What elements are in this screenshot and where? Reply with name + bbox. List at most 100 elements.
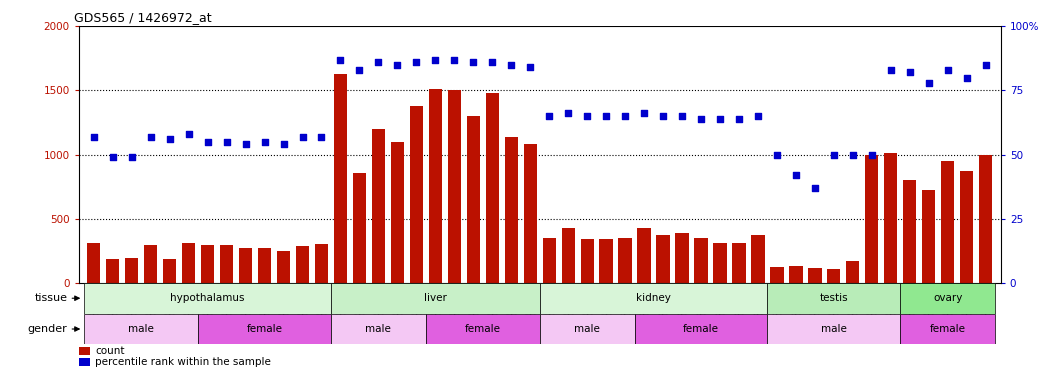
Point [161,136,178,142]
Bar [331,314,425,344]
Point [826,152,843,157]
Bar [353,172,366,283]
Point [484,59,501,65]
Point [636,111,653,117]
Bar [599,239,613,283]
Point [389,62,406,68]
Point [882,67,899,73]
Text: male: male [821,324,847,334]
Bar [900,314,996,344]
Bar [941,161,955,283]
Point [560,111,576,117]
Text: ovary: ovary [933,293,962,303]
Bar [334,74,347,283]
Point [939,67,956,73]
Point [541,113,558,119]
Point [503,62,520,68]
Point [768,152,785,157]
Text: percentile rank within the sample: percentile rank within the sample [95,357,271,368]
Point [674,113,691,119]
Text: male: male [128,324,154,334]
Point [578,113,595,119]
Point [105,154,122,160]
Bar [239,248,253,283]
Point [351,67,368,73]
Text: female: female [246,324,283,334]
Bar [733,243,745,283]
Point [920,80,937,86]
Bar [182,243,195,283]
Text: female: female [465,324,501,334]
Bar [827,269,840,283]
Point [864,152,880,157]
Point [749,113,766,119]
Bar [979,154,992,283]
Text: tissue: tissue [35,293,67,303]
Point [180,131,197,137]
Bar [922,190,936,283]
Bar [505,136,518,283]
Text: kidney: kidney [636,293,671,303]
Bar [163,259,176,283]
Text: testis: testis [820,293,848,303]
Point [597,113,614,119]
Text: female: female [683,324,719,334]
Point [218,139,235,145]
Bar [198,314,331,344]
Bar [372,129,385,283]
Bar [866,154,878,283]
Point [143,134,159,140]
Point [199,139,216,145]
Point [693,116,709,122]
Bar [581,238,594,283]
Bar [637,228,651,283]
Bar [656,235,670,283]
Bar [770,267,784,283]
Bar [695,238,707,283]
Text: gender: gender [28,324,67,334]
Point [978,62,995,68]
Bar [524,144,537,283]
Bar [903,180,916,283]
Point [465,59,482,65]
Bar [425,314,540,344]
Point [124,154,140,160]
Bar [79,347,90,355]
Bar [314,244,328,283]
Bar [106,259,119,283]
Bar [429,89,442,283]
Point [313,134,330,140]
Point [958,75,975,81]
Point [294,134,311,140]
Point [655,113,672,119]
Bar [540,283,767,314]
Text: GDS565 / 1426972_at: GDS565 / 1426972_at [74,11,212,24]
Bar [258,248,271,283]
Bar [331,283,540,314]
Bar [960,171,974,283]
Bar [447,90,461,283]
Text: male: male [574,324,601,334]
Bar [751,236,765,283]
Bar [808,268,822,283]
Bar [485,93,499,283]
Point [408,59,424,65]
Point [85,134,102,140]
Bar [767,283,900,314]
Bar [125,258,138,283]
Bar [220,245,234,283]
Point [427,57,443,63]
Bar [789,266,803,283]
Bar [846,261,859,283]
Bar [201,245,214,283]
Point [370,59,387,65]
Point [730,116,747,122]
Bar [635,314,767,344]
Bar [885,153,897,283]
Bar [562,228,574,283]
Point [276,141,292,147]
Text: count: count [95,346,125,356]
Point [712,116,728,122]
Point [845,152,861,157]
Bar [466,116,480,283]
